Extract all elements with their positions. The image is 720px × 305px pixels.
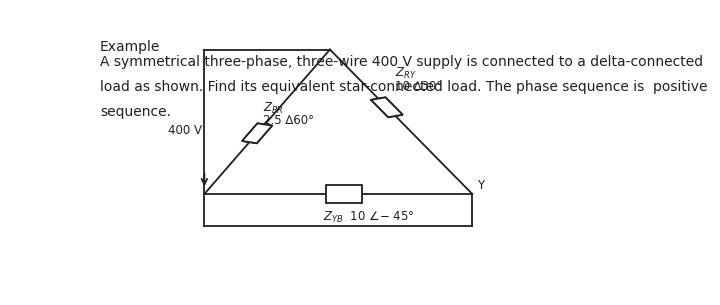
- Text: 400 V: 400 V: [168, 124, 202, 137]
- Text: $Z_{BR}$: $Z_{BR}$: [264, 100, 284, 116]
- Text: sequence.: sequence.: [100, 105, 171, 119]
- Text: load as shown. Find its equivalent star-connected load. The phase sequence is  p: load as shown. Find its equivalent star-…: [100, 80, 708, 94]
- Polygon shape: [371, 97, 402, 117]
- Text: 2.5 ∆60°: 2.5 ∆60°: [264, 114, 314, 127]
- Text: Y: Y: [477, 179, 484, 192]
- Text: $Z_{YB}$  10 ∠− 45°: $Z_{YB}$ 10 ∠− 45°: [323, 210, 414, 225]
- Text: 10 ∆30°: 10 ∆30°: [395, 80, 442, 93]
- Text: $Z_{RY}$: $Z_{RY}$: [395, 66, 417, 81]
- Text: A symmetrical three-phase, three-wire 400 V supply is connected to a delta-conne: A symmetrical three-phase, three-wire 40…: [100, 56, 703, 70]
- FancyBboxPatch shape: [325, 185, 362, 203]
- Text: Example: Example: [100, 40, 161, 54]
- Polygon shape: [242, 123, 272, 143]
